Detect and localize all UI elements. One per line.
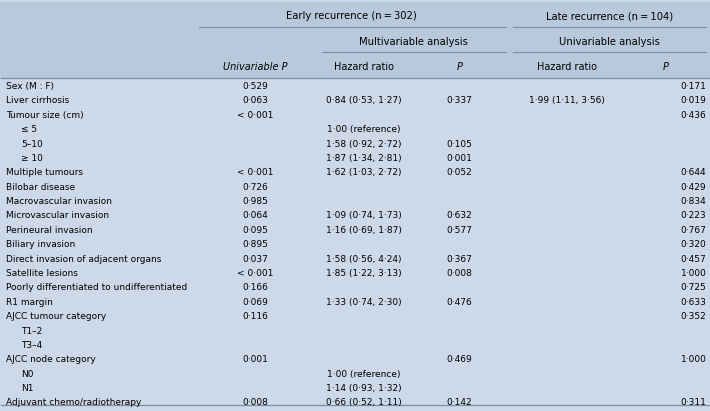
Text: 0·037: 0·037 bbox=[243, 255, 268, 263]
Text: 0·436: 0·436 bbox=[681, 111, 706, 120]
Text: 0·632: 0·632 bbox=[447, 212, 472, 220]
Text: 1·09 (0·74, 1·73): 1·09 (0·74, 1·73) bbox=[326, 212, 401, 220]
Text: 0·633: 0·633 bbox=[681, 298, 706, 307]
Text: Univariable analysis: Univariable analysis bbox=[559, 37, 660, 47]
Text: 0·476: 0·476 bbox=[447, 298, 472, 307]
Text: < 0·001: < 0·001 bbox=[237, 169, 274, 177]
Text: Perineural invasion: Perineural invasion bbox=[6, 226, 92, 235]
Text: 0·367: 0·367 bbox=[447, 255, 472, 263]
Text: Poorly differentiated to undifferentiated: Poorly differentiated to undifferentiate… bbox=[6, 284, 187, 292]
Text: 0·171: 0·171 bbox=[681, 82, 706, 91]
Text: 0·064: 0·064 bbox=[243, 212, 268, 220]
Text: 0·895: 0·895 bbox=[243, 240, 268, 249]
Text: Univariable P: Univariable P bbox=[224, 62, 288, 72]
Text: Hazard ratio: Hazard ratio bbox=[537, 62, 596, 72]
Text: Macrovascular invasion: Macrovascular invasion bbox=[6, 197, 111, 206]
Text: N1: N1 bbox=[21, 384, 34, 393]
Text: 0·001: 0·001 bbox=[447, 154, 472, 163]
Text: 0·063: 0·063 bbox=[243, 97, 268, 105]
Text: P: P bbox=[663, 62, 669, 72]
Text: Biliary invasion: Biliary invasion bbox=[6, 240, 75, 249]
Text: Multiple tumours: Multiple tumours bbox=[6, 169, 82, 177]
Text: 0·529: 0·529 bbox=[243, 82, 268, 91]
Text: 0·429: 0·429 bbox=[681, 183, 706, 192]
Text: P: P bbox=[457, 62, 462, 72]
Text: 1·14 (0·93, 1·32): 1·14 (0·93, 1·32) bbox=[326, 384, 401, 393]
Text: 0·069: 0·069 bbox=[243, 298, 268, 307]
Text: 5–10: 5–10 bbox=[21, 140, 43, 148]
Text: AJCC node category: AJCC node category bbox=[6, 356, 95, 364]
Text: 0·116: 0·116 bbox=[243, 312, 268, 321]
Text: 0·337: 0·337 bbox=[447, 97, 472, 105]
Text: T1–2: T1–2 bbox=[21, 327, 43, 335]
Text: 1·000: 1·000 bbox=[681, 356, 706, 364]
Text: 0·166: 0·166 bbox=[243, 284, 268, 292]
Text: 1·87 (1·34, 2·81): 1·87 (1·34, 2·81) bbox=[326, 154, 401, 163]
Text: 1·000: 1·000 bbox=[681, 269, 706, 278]
Text: < 0·001: < 0·001 bbox=[237, 269, 274, 278]
Text: 1·16 (0·69, 1·87): 1·16 (0·69, 1·87) bbox=[326, 226, 401, 235]
Text: 1·62 (1·03, 2·72): 1·62 (1·03, 2·72) bbox=[326, 169, 401, 177]
Text: ≥ 10: ≥ 10 bbox=[21, 154, 43, 163]
Text: 0·352: 0·352 bbox=[681, 312, 706, 321]
Text: Sex (M : F): Sex (M : F) bbox=[6, 82, 54, 91]
Text: 1·58 (0·56, 4·24): 1·58 (0·56, 4·24) bbox=[326, 255, 401, 263]
Text: 1·85 (1·22, 3·13): 1·85 (1·22, 3·13) bbox=[326, 269, 401, 278]
Text: 0·834: 0·834 bbox=[681, 197, 706, 206]
Text: Liver cirrhosis: Liver cirrhosis bbox=[6, 97, 69, 105]
Text: ≤ 5: ≤ 5 bbox=[21, 125, 38, 134]
Text: 0·019: 0·019 bbox=[681, 97, 706, 105]
Text: 0·001: 0·001 bbox=[243, 356, 268, 364]
Text: Multivariable analysis: Multivariable analysis bbox=[359, 37, 469, 47]
Text: 0·66 (0·52, 1·11): 0·66 (0·52, 1·11) bbox=[326, 399, 401, 407]
Text: 1·58 (0·92, 2·72): 1·58 (0·92, 2·72) bbox=[326, 140, 401, 148]
Text: 0·644: 0·644 bbox=[681, 169, 706, 177]
Text: Tumour size (cm): Tumour size (cm) bbox=[6, 111, 83, 120]
Bar bbox=[0, 2, 710, 79]
Text: N0: N0 bbox=[21, 370, 34, 379]
Text: 0·320: 0·320 bbox=[681, 240, 706, 249]
Text: Bilobar disease: Bilobar disease bbox=[6, 183, 75, 192]
Text: 0·84 (0·53, 1·27): 0·84 (0·53, 1·27) bbox=[326, 97, 401, 105]
Text: AJCC tumour category: AJCC tumour category bbox=[6, 312, 106, 321]
Text: 0·008: 0·008 bbox=[447, 269, 472, 278]
Text: 0·457: 0·457 bbox=[681, 255, 706, 263]
Text: 0·311: 0·311 bbox=[681, 399, 706, 407]
Text: T3–4: T3–4 bbox=[21, 341, 43, 350]
Text: Satellite lesions: Satellite lesions bbox=[6, 269, 77, 278]
Text: Microvascular invasion: Microvascular invasion bbox=[6, 212, 109, 220]
Text: < 0·001: < 0·001 bbox=[237, 111, 274, 120]
Text: Direct invasion of adjacent organs: Direct invasion of adjacent organs bbox=[6, 255, 161, 263]
Text: Late recurrence (n = 104): Late recurrence (n = 104) bbox=[545, 11, 673, 21]
Text: 0·052: 0·052 bbox=[447, 169, 472, 177]
Text: 0·105: 0·105 bbox=[447, 140, 472, 148]
Text: 0·223: 0·223 bbox=[681, 212, 706, 220]
Text: 1·00 (reference): 1·00 (reference) bbox=[327, 125, 400, 134]
Text: 0·095: 0·095 bbox=[243, 226, 268, 235]
Text: 0·726: 0·726 bbox=[243, 183, 268, 192]
Text: Adjuvant chemo/radiotherapy: Adjuvant chemo/radiotherapy bbox=[6, 399, 141, 407]
Text: 0·008: 0·008 bbox=[243, 399, 268, 407]
Text: Early recurrence (n = 302): Early recurrence (n = 302) bbox=[286, 11, 417, 21]
Text: 1·99 (1·11, 3·56): 1·99 (1·11, 3·56) bbox=[529, 97, 604, 105]
Text: 0·985: 0·985 bbox=[243, 197, 268, 206]
Text: 1·00 (reference): 1·00 (reference) bbox=[327, 370, 400, 379]
Text: 0·725: 0·725 bbox=[681, 284, 706, 292]
Text: 0·142: 0·142 bbox=[447, 399, 472, 407]
Text: 1·33 (0·74, 2·30): 1·33 (0·74, 2·30) bbox=[326, 298, 401, 307]
Text: 0·469: 0·469 bbox=[447, 356, 472, 364]
Text: R1 margin: R1 margin bbox=[6, 298, 53, 307]
Text: 0·577: 0·577 bbox=[447, 226, 472, 235]
Text: 0·767: 0·767 bbox=[681, 226, 706, 235]
Text: Hazard ratio: Hazard ratio bbox=[334, 62, 393, 72]
